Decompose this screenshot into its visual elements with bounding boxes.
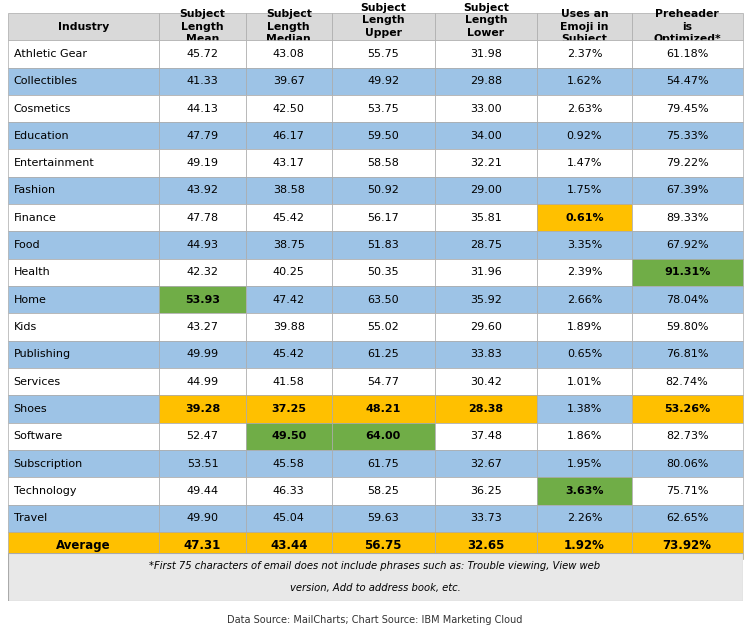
Text: Data Source: MailCharts; Chart Source: IBM Marketing Cloud: Data Source: MailCharts; Chart Source: I…: [227, 615, 523, 626]
Text: *First 75 characters of email does not include phrases such as: Trouble viewing,: *First 75 characters of email does not i…: [149, 561, 601, 572]
Text: version, Add to address book, etc.: version, Add to address book, etc.: [290, 583, 460, 593]
